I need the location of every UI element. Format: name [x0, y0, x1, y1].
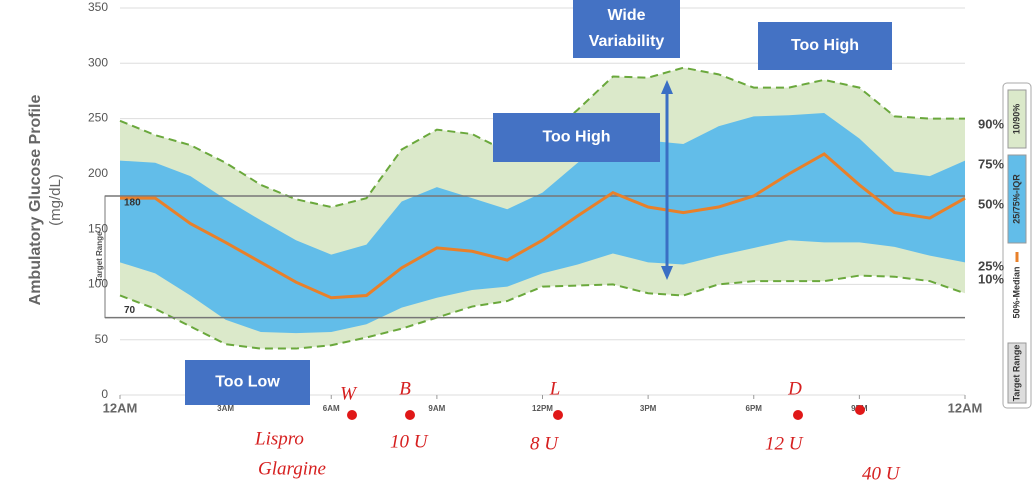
annotation-text: Too High [791, 37, 859, 54]
legend-label: Target Range [1011, 345, 1021, 402]
y-axis-title: Ambulatory Glucose Profile [27, 95, 44, 306]
median-line [120, 152, 966, 300]
x-tick-label: 9AM [428, 404, 445, 413]
dose-label: Glargine [258, 458, 326, 479]
meal-label: L [549, 378, 561, 399]
y-tick-label: 0 [101, 387, 108, 401]
y-tick-label: 150 [88, 221, 108, 235]
x-tick-label: 12AM [948, 400, 983, 415]
annotation-text: Too High [542, 129, 610, 146]
x-tick-label: 6AM [323, 404, 340, 413]
dose-label: 40 U [862, 463, 901, 484]
target-bracket [104, 195, 110, 319]
y-tick-label: 350 [88, 0, 108, 14]
y-axis-unit: (mg/dL) [47, 174, 64, 226]
meal-label: D [787, 378, 802, 399]
annotation-text: Too Low [215, 374, 280, 391]
meal-dot [405, 410, 415, 420]
legend-swatch [1007, 89, 1027, 149]
percentile-label: 10% [978, 271, 1004, 286]
target-axis-label: Target Range [95, 231, 104, 282]
annotation-box [758, 22, 892, 70]
dose-label: 12 U [765, 433, 804, 454]
legend-swatch [1007, 342, 1027, 404]
percentile-line [119, 274, 966, 350]
percentile-label: 75% [978, 156, 1004, 171]
x-tick-label: 12PM [532, 404, 553, 413]
legend-label: 25/75%-IQR [1011, 174, 1021, 224]
annotation-box [493, 113, 660, 162]
legend-label: 10/90% [1011, 104, 1021, 135]
arrow-head [661, 80, 673, 94]
percentile-label: 90% [978, 116, 1004, 131]
dose-label: Lispro [254, 428, 304, 449]
meal-dot [855, 405, 865, 415]
dose-label: 10 U [390, 431, 429, 452]
annotation-text: Wide [607, 7, 645, 24]
legend-label: 50%-Median [1011, 266, 1021, 318]
y-tick-label: 300 [88, 55, 108, 69]
meal-label: W [340, 383, 358, 404]
arrow-head [661, 266, 673, 280]
legend-swatch [1007, 154, 1027, 244]
x-tick-label: 3AM [217, 404, 234, 413]
y-tick-label: 250 [88, 111, 108, 125]
target-label: 70 [124, 305, 136, 316]
x-tick-label: 12AM [103, 400, 138, 415]
y-tick-label: 200 [88, 166, 108, 180]
y-tick-label: 50 [95, 332, 109, 346]
meal-dot [793, 410, 803, 420]
percentile-band [120, 113, 965, 334]
meal-dot [347, 410, 357, 420]
x-tick-label: 3PM [640, 404, 657, 413]
annotation-text: Variability [589, 33, 665, 50]
percentile-label: 25% [978, 258, 1004, 273]
x-tick-label: 6PM [746, 404, 763, 413]
meal-dot [553, 410, 563, 420]
target-label: 180 [124, 198, 141, 209]
annotation-box [185, 360, 310, 405]
dose-label: 8 U [530, 433, 559, 454]
y-tick-label: 100 [88, 277, 108, 291]
annotation-box [573, 0, 680, 58]
meal-label: B [399, 378, 411, 399]
percentile-label: 50% [978, 196, 1004, 211]
